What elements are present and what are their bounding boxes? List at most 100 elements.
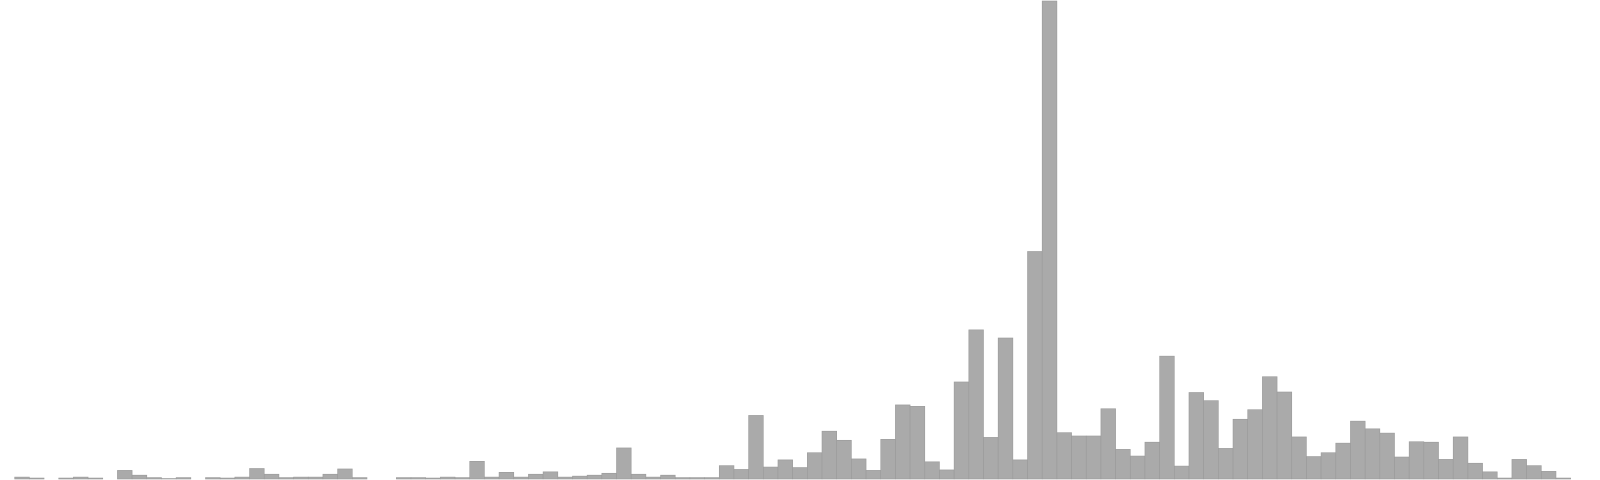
histogram-bar: [263, 473, 280, 480]
histogram-bar: [469, 461, 485, 480]
histogram-bar: [865, 470, 882, 480]
histogram-bar: [718, 465, 735, 480]
histogram-bar: [1159, 355, 1175, 480]
histogram-bar: [777, 459, 793, 480]
histogram-bar: [1526, 465, 1542, 480]
histogram-bar: [484, 476, 500, 480]
histogram-bar: [1320, 452, 1337, 480]
histogram-bar: [410, 477, 426, 480]
histogram-bar: [953, 381, 970, 480]
histogram-bar: [1496, 477, 1513, 480]
histogram-bar: [117, 470, 133, 480]
histogram-bar: [983, 437, 999, 480]
bars-group: [14, 0, 1571, 480]
histogram-bar: [1555, 477, 1571, 480]
histogram-bar: [249, 468, 265, 480]
histogram-bar: [1071, 435, 1087, 480]
histogram-bar: [968, 329, 984, 480]
histogram-bar: [1203, 400, 1219, 480]
histogram-bar: [1027, 251, 1043, 480]
histogram-bar: [396, 477, 412, 480]
histogram-bar: [792, 467, 808, 480]
histogram-bar: [234, 476, 250, 480]
histogram-bar: [1482, 471, 1498, 480]
histogram-bar: [513, 476, 529, 480]
histogram-bar: [1174, 465, 1190, 480]
histogram-bar: [131, 474, 148, 480]
histogram-bar: [821, 430, 838, 480]
histogram-bar: [1262, 376, 1278, 480]
histogram-bar: [689, 477, 705, 480]
histogram-bar: [630, 473, 647, 480]
histogram-bar: [425, 477, 441, 480]
histogram-bar: [307, 476, 324, 480]
histogram-bar: [528, 473, 544, 480]
histogram-bar: [29, 477, 45, 480]
histogram-bar: [73, 476, 89, 480]
histogram-bar: [997, 337, 1014, 480]
histogram-bar: [1247, 409, 1263, 480]
histogram-bar: [762, 466, 779, 480]
histogram-bar: [1188, 392, 1204, 480]
histogram-bar: [733, 469, 749, 480]
histogram-bar: [748, 415, 764, 480]
histogram-bar: [58, 477, 74, 480]
histogram-bar: [601, 472, 617, 480]
histogram-bar: [337, 468, 353, 480]
histogram-bar: [660, 474, 676, 480]
histogram-bar: [1408, 441, 1425, 480]
histogram-bar: [542, 471, 559, 480]
histogram-bar: [1115, 449, 1131, 480]
histogram-bar: [851, 458, 867, 480]
histogram-bar: [219, 477, 236, 480]
histogram-bar: [1438, 459, 1454, 480]
histogram-bar: [1232, 418, 1249, 480]
histogram-bar: [939, 469, 955, 480]
histogram-bar: [1423, 441, 1439, 480]
histogram-bar: [1379, 432, 1395, 480]
histogram-bar: [175, 477, 192, 480]
histogram-bar: [1012, 459, 1028, 480]
histogram-bar: [645, 476, 661, 480]
histogram-bar: [674, 477, 691, 480]
histogram-bar: [498, 472, 515, 480]
histogram-bar: [1350, 420, 1366, 480]
histogram-bar: [836, 439, 852, 480]
histogram-bar: [557, 476, 573, 480]
histogram-bar: [909, 406, 926, 480]
histogram-bar: [87, 477, 104, 480]
histogram-bar: [14, 476, 30, 480]
histogram-bar: [146, 477, 162, 480]
histogram-bar: [1056, 432, 1072, 480]
histogram-bar: [1129, 455, 1146, 480]
histogram-bar: [1364, 428, 1381, 480]
histogram-bar: [807, 452, 823, 480]
histogram-bar: [278, 477, 294, 480]
histogram-bar: [454, 477, 471, 480]
histogram-bar: [1144, 441, 1160, 480]
histogram-bar: [293, 476, 309, 480]
histogram-bar: [322, 473, 338, 480]
histogram-bar: [205, 477, 221, 480]
histogram-bar: [616, 447, 632, 480]
histogram-bar: [1100, 408, 1116, 480]
histogram-bar: [895, 404, 911, 480]
histogram-bar: [351, 477, 368, 480]
histogram-bar: [1291, 436, 1307, 480]
histogram-bar: [1335, 442, 1351, 480]
histogram-bar: [1540, 471, 1557, 480]
histogram-bar: [1452, 436, 1469, 480]
histogram-bar: [1306, 456, 1322, 480]
histogram-bar: [1218, 448, 1234, 480]
histogram-bar: [1467, 462, 1483, 480]
histogram-bar: [704, 477, 720, 480]
histogram-bar: [1085, 435, 1102, 480]
histogram-bar: [924, 461, 940, 480]
histogram-bar: [1511, 459, 1527, 480]
histogram-bar: [440, 476, 456, 480]
histogram-bar: [1394, 456, 1410, 480]
histogram-bar: [586, 474, 603, 480]
histogram-bar: [572, 475, 588, 480]
